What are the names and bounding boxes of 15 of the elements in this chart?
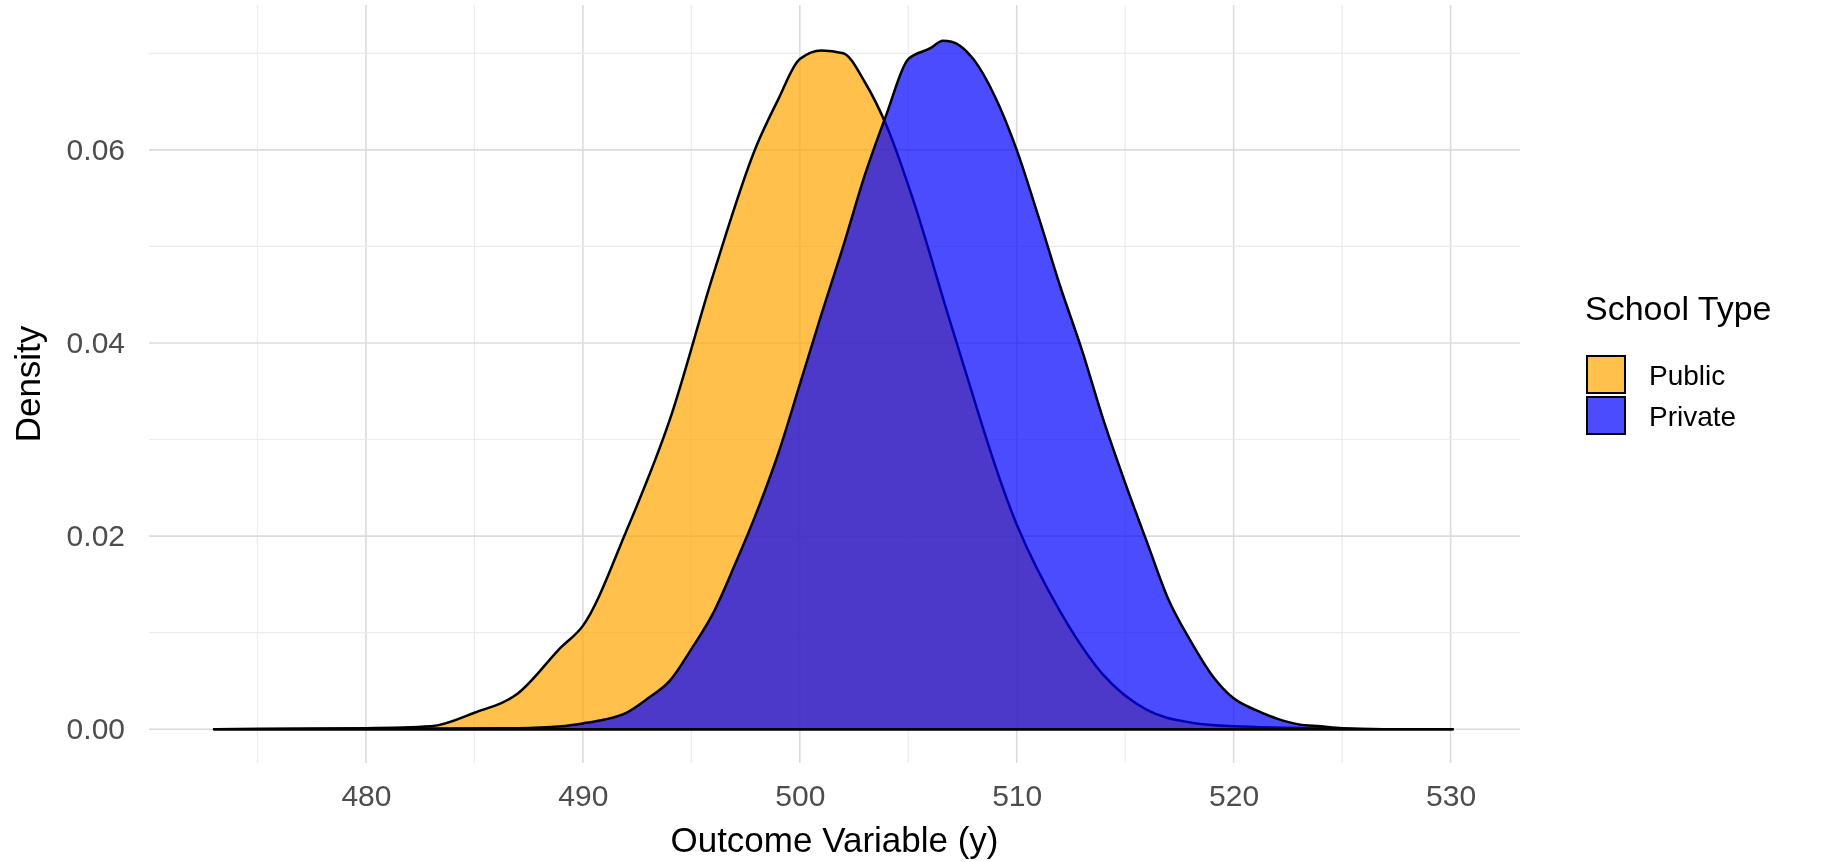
x-tick-label: 530 <box>1426 779 1477 813</box>
x-tick-label: 480 <box>341 779 392 813</box>
legend-title: School Type <box>1585 289 1772 327</box>
x-tick-label: 520 <box>1209 779 1260 813</box>
y-axis-title: Density <box>8 325 47 443</box>
y-tick-label: 0.00 <box>66 712 125 746</box>
x-tick-label: 510 <box>992 779 1043 813</box>
legend-label: Public <box>1649 360 1726 391</box>
x-tick-label: 500 <box>775 779 826 813</box>
legend-label: Private <box>1649 401 1737 432</box>
x-tick-label: 490 <box>558 779 609 813</box>
y-tick-label: 0.06 <box>66 132 125 166</box>
x-axis-title: Outcome Variable (y) <box>670 820 999 859</box>
y-tick-label: 0.02 <box>66 519 125 553</box>
y-tick-label: 0.04 <box>66 326 125 360</box>
